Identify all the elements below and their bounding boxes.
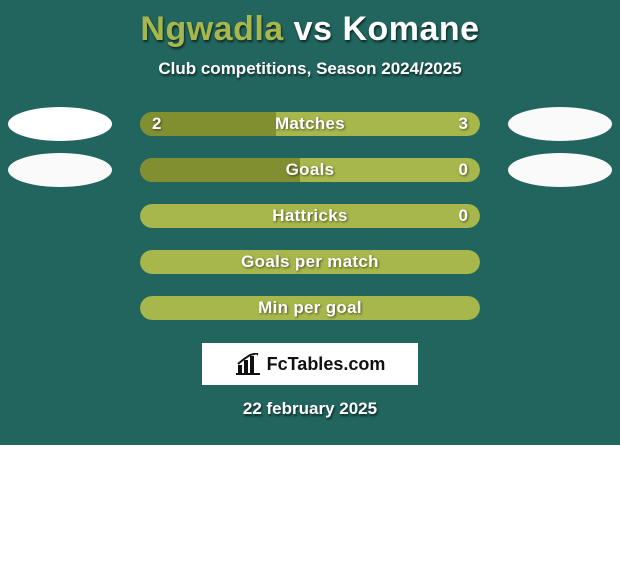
- stat-rows: 23Matches 0Goals 0Hattricks Goals per match…: [0, 101, 620, 331]
- player2-avatar: [508, 107, 612, 141]
- subtitle: Club competitions, Season 2024/2025: [0, 59, 620, 79]
- logo-text: FcTables.com: [267, 354, 386, 375]
- page-title: Ngwadla vs Komane: [0, 10, 620, 49]
- logo-box[interactable]: FcTables.com: [202, 343, 418, 385]
- player1-name: Ngwadla: [140, 10, 283, 48]
- stat-row: 23Matches: [0, 101, 620, 147]
- stat-label: Min per goal: [140, 296, 480, 320]
- bar-chart-icon: [235, 353, 261, 375]
- stat-bar: 0Hattricks: [140, 204, 480, 228]
- stat-bar: 0Goals: [140, 158, 480, 182]
- player1-avatar: [8, 107, 112, 141]
- player2-name: Komane: [342, 10, 479, 48]
- player2-avatar: [508, 153, 612, 187]
- date-text: 22 february 2025: [0, 399, 620, 419]
- stats-card: Ngwadla vs Komane Club competitions, Sea…: [0, 0, 620, 445]
- stat-row: 0Hattricks: [0, 193, 620, 239]
- stat-row: Min per goal: [0, 285, 620, 331]
- stat-label: Hattricks: [140, 204, 480, 228]
- stat-label: Goals per match: [140, 250, 480, 274]
- stat-bar: Min per goal: [140, 296, 480, 320]
- stat-bar: Goals per match: [140, 250, 480, 274]
- stat-label: Goals: [140, 158, 480, 182]
- vs-text: vs: [294, 10, 333, 48]
- stat-row: Goals per match: [0, 239, 620, 285]
- stat-bar: 23Matches: [140, 112, 480, 136]
- player1-avatar: [8, 153, 112, 187]
- stat-label: Matches: [140, 112, 480, 136]
- stat-row: 0Goals: [0, 147, 620, 193]
